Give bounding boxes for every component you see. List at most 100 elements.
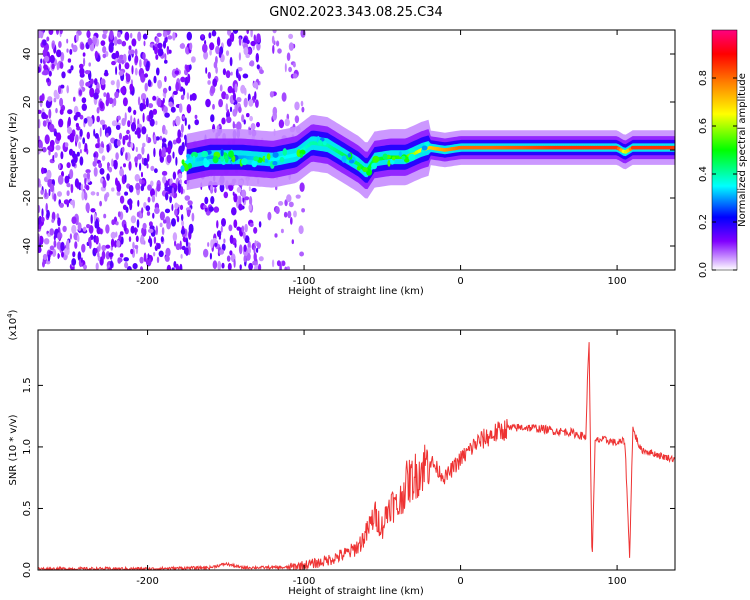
- noise-speck: [176, 215, 180, 223]
- noise-speck: [281, 92, 287, 102]
- noise-speck: [66, 190, 70, 197]
- noise-speck: [139, 59, 142, 68]
- noise-speck: [134, 244, 139, 250]
- noise-speck: [271, 35, 275, 44]
- ridge-blob: [224, 155, 229, 163]
- noise-speck: [210, 114, 215, 123]
- y-multiplier-exponent: 4: [6, 313, 14, 318]
- noise-speck: [109, 30, 114, 40]
- noise-speck: [220, 225, 223, 233]
- noise-speck: [83, 117, 88, 124]
- noise-speck: [172, 171, 177, 180]
- noise-speck: [48, 188, 51, 197]
- noise-speck: [98, 242, 101, 252]
- noise-speck: [177, 173, 183, 179]
- noise-speck: [249, 115, 254, 122]
- noise-speck: [152, 212, 155, 219]
- noise-speck: [46, 169, 52, 180]
- noise-speck: [123, 163, 126, 168]
- noise-speck: [121, 40, 127, 47]
- noise-speck: [175, 81, 180, 92]
- ridge-blob: [341, 155, 347, 163]
- noise-speck: [102, 33, 107, 40]
- noise-speck: [248, 262, 253, 270]
- noise-speck: [215, 45, 220, 55]
- noise-speck: [159, 48, 164, 56]
- noise-speck: [59, 30, 63, 35]
- noise-speck: [281, 260, 286, 267]
- noise-speck: [119, 231, 124, 236]
- noise-speck: [124, 174, 127, 183]
- noise-speck: [152, 95, 157, 101]
- noise-speck: [56, 241, 62, 250]
- noise-speck: [249, 222, 254, 227]
- noise-speck: [164, 53, 167, 61]
- noise-speck: [143, 252, 147, 263]
- noise-speck: [139, 256, 144, 264]
- noise-speck: [130, 115, 133, 124]
- noise-speck: [62, 225, 67, 233]
- noise-speck: [115, 221, 119, 226]
- noise-speck: [146, 133, 149, 143]
- noise-speck: [267, 211, 272, 221]
- noise-speck: [240, 84, 246, 94]
- noise-speck: [93, 157, 98, 162]
- noise-speck: [49, 245, 55, 251]
- colorbar: 0.0 0.2 0.4 0.6 0.8 Normalized spectral ampl…: [698, 29, 748, 278]
- noise-speck: [226, 38, 232, 47]
- noise-speck: [89, 87, 95, 98]
- noise-speck: [150, 180, 154, 187]
- noise-speck: [113, 36, 118, 46]
- noise-speck: [99, 200, 102, 207]
- noise-speck: [123, 223, 127, 232]
- noise-speck: [139, 162, 142, 171]
- noise-speck: [90, 191, 96, 196]
- noise-speck: [253, 34, 256, 42]
- noise-speck: [164, 208, 171, 214]
- noise-speck: [149, 118, 155, 127]
- noise-speck: [244, 223, 248, 233]
- noise-speck: [88, 225, 94, 234]
- noise-speck: [178, 145, 184, 156]
- noise-speck: [246, 30, 249, 35]
- noise-speck: [153, 75, 157, 84]
- noise-speck: [250, 123, 256, 131]
- noise-speck: [117, 211, 121, 218]
- noise-speck: [48, 70, 52, 77]
- noise-speck: [298, 225, 304, 235]
- noise-speck: [142, 52, 146, 61]
- bottom-x-tick-label: -100: [293, 576, 316, 587]
- ridge-blob: [387, 160, 391, 167]
- noise-speck: [294, 115, 300, 124]
- noise-speck: [116, 79, 120, 89]
- ridge-blob: [272, 151, 279, 158]
- noise-speck: [128, 185, 134, 193]
- noise-speck: [77, 251, 82, 261]
- noise-speck: [227, 262, 232, 270]
- noise-speck: [88, 237, 92, 245]
- noise-speck: [130, 122, 137, 132]
- bottom-y-tick-label: 1.0: [22, 439, 33, 455]
- noise-speck: [168, 49, 172, 54]
- noise-speck: [185, 247, 189, 256]
- noise-speck: [181, 220, 185, 227]
- noise-speck: [210, 239, 214, 249]
- noise-speck: [143, 202, 147, 209]
- noise-speck: [90, 214, 93, 225]
- noise-speck: [143, 40, 146, 47]
- noise-speck: [50, 183, 55, 193]
- noise-speck: [90, 208, 96, 213]
- noise-speck: [170, 106, 176, 113]
- noise-speck: [106, 173, 110, 181]
- noise-speck: [134, 48, 138, 56]
- noise-speck: [231, 207, 237, 216]
- noise-speck: [174, 202, 179, 210]
- noise-speck: [226, 116, 232, 124]
- noise-speck: [299, 182, 305, 192]
- noise-speck: [194, 119, 199, 126]
- noise-speck: [111, 219, 116, 226]
- noise-speck: [104, 193, 108, 202]
- top-x-tick-label: 100: [608, 276, 627, 287]
- noise-speck: [156, 243, 161, 250]
- noise-speck: [258, 256, 264, 262]
